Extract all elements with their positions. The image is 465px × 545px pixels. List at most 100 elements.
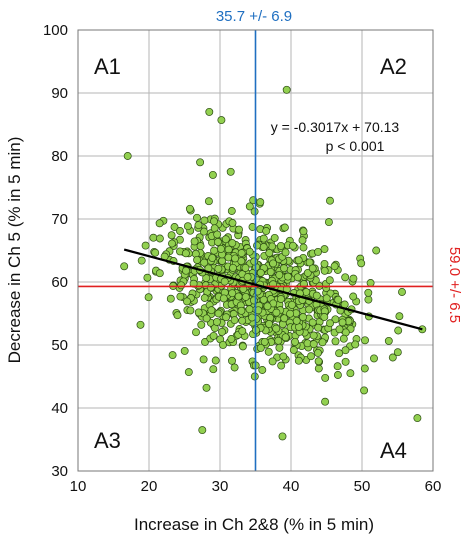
- data-point: [280, 264, 288, 273]
- x-tick-label: 60: [425, 478, 442, 495]
- y-tick-label: 90: [51, 85, 68, 102]
- x-tick-label: 50: [354, 478, 371, 495]
- y-tick-label: 100: [43, 22, 68, 39]
- data-point: [338, 318, 347, 327]
- data-point: [360, 386, 369, 395]
- data-point: [275, 343, 284, 352]
- data-point: [137, 256, 146, 265]
- data-point: [155, 234, 164, 243]
- data-point: [272, 308, 281, 317]
- data-point: [173, 311, 182, 320]
- data-point: [206, 283, 215, 292]
- data-point: [228, 289, 237, 298]
- data-point: [230, 363, 239, 372]
- horizontal-reference-label: 59.0 +/- 6.5: [446, 247, 463, 323]
- y-tick-label: 30: [51, 463, 68, 480]
- data-point: [198, 426, 207, 435]
- data-point: [333, 371, 342, 379]
- data-point: [250, 207, 259, 216]
- data-point: [322, 294, 331, 303]
- data-point: [341, 346, 350, 355]
- data-point: [286, 309, 295, 318]
- data-point: [307, 352, 315, 361]
- data-point: [294, 356, 303, 365]
- data-point: [314, 247, 322, 256]
- data-point: [293, 273, 302, 282]
- data-point: [366, 279, 375, 287]
- data-point: [167, 231, 176, 240]
- data-point: [393, 348, 402, 357]
- data-point: [231, 254, 240, 263]
- data-point: [330, 262, 339, 271]
- data-point: [341, 273, 350, 282]
- data-point: [357, 259, 366, 268]
- data-point: [168, 351, 177, 360]
- data-point: [237, 306, 246, 315]
- data-point: [334, 295, 343, 304]
- data-point: [227, 207, 236, 215]
- data-point: [341, 357, 350, 366]
- data-point: [326, 196, 334, 205]
- data-point: [299, 243, 308, 252]
- data-point: [200, 216, 209, 225]
- data-point: [364, 288, 373, 297]
- data-point: [228, 219, 237, 227]
- data-point: [183, 222, 192, 231]
- data-point: [194, 221, 203, 230]
- data-point: [346, 369, 355, 378]
- data-point: [205, 107, 214, 116]
- data-point: [238, 327, 247, 336]
- data-point: [309, 340, 318, 349]
- data-point: [320, 245, 329, 254]
- data-point: [258, 366, 267, 374]
- data-point: [277, 361, 286, 370]
- data-point: [303, 268, 312, 277]
- quadrant-label-a3: A3: [94, 428, 121, 453]
- data-point: [276, 295, 285, 303]
- data-point: [218, 327, 226, 336]
- data-point: [265, 249, 274, 257]
- data-point: [120, 262, 129, 271]
- data-point: [250, 257, 259, 266]
- data-point: [248, 313, 256, 322]
- data-point: [299, 227, 308, 236]
- data-point: [263, 302, 272, 311]
- data-point: [166, 294, 175, 303]
- y-tick-labels: 30 40 50 60 70 80 90 100: [43, 22, 68, 480]
- data-point: [326, 319, 334, 328]
- data-point: [207, 306, 216, 315]
- data-point: [372, 246, 381, 255]
- data-point: [204, 197, 213, 206]
- x-tick-label: 40: [283, 478, 300, 495]
- data-point: [224, 253, 233, 262]
- data-point: [321, 397, 330, 406]
- data-point: [168, 239, 176, 248]
- data-point: [268, 357, 277, 366]
- data-point: [184, 368, 193, 377]
- data-point: [266, 267, 275, 276]
- y-tick-label: 40: [51, 400, 68, 417]
- x-tick-label: 10: [70, 478, 87, 495]
- data-point: [199, 355, 208, 364]
- data-point: [339, 334, 348, 343]
- regression-p-value: p < 0.001: [326, 138, 385, 154]
- data-point: [292, 316, 301, 325]
- data-point: [364, 295, 373, 304]
- y-tick-label: 60: [51, 274, 68, 291]
- data-point: [185, 204, 194, 213]
- data-point: [280, 223, 289, 232]
- data-point: [314, 323, 323, 332]
- data-point: [259, 243, 268, 251]
- data-point: [321, 373, 330, 382]
- data-point: [176, 227, 184, 235]
- data-point: [226, 167, 235, 176]
- data-point: [235, 225, 243, 234]
- data-point: [214, 309, 223, 318]
- data-point: [182, 266, 190, 275]
- data-point: [299, 313, 307, 322]
- data-point: [245, 202, 254, 211]
- data-point: [308, 318, 317, 327]
- data-point: [281, 333, 290, 342]
- plot-frame: [77, 29, 434, 472]
